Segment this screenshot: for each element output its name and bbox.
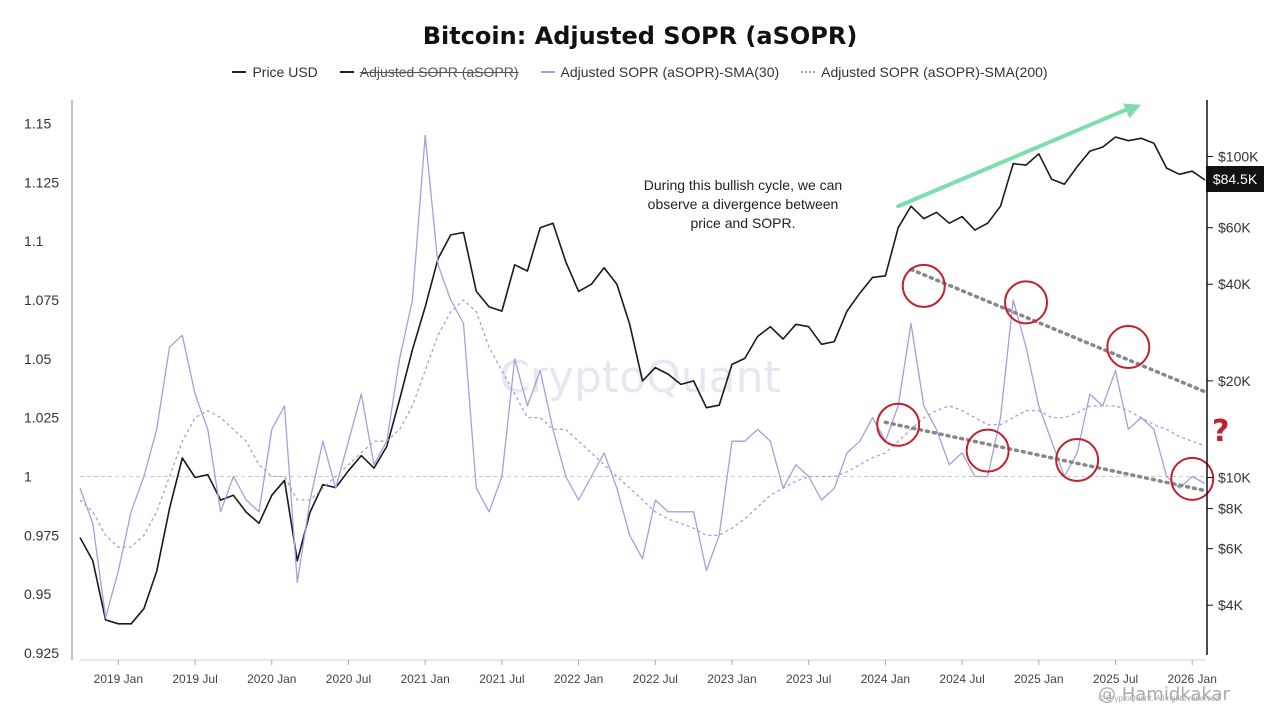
lower-divergence-line <box>883 420 1207 493</box>
question-mark: ? <box>1212 414 1230 449</box>
current-price-badge: $84.5K <box>1206 166 1264 192</box>
legend-item-asopr[interactable]: Adjusted SOPR (aSOPR) <box>339 64 519 80</box>
x-tick-label: 2025 Jan <box>1014 672 1063 686</box>
watermark-text: CryptoQuant <box>499 352 781 403</box>
x-tick-label: 2021 Jul <box>479 672 524 686</box>
highlight-circle <box>1004 280 1049 325</box>
x-tick-label: 2023 Jul <box>786 672 831 686</box>
y-right-tick-label: $8K <box>1218 501 1244 517</box>
x-tick-label: 2020 Jul <box>326 672 371 686</box>
series-layer <box>79 134 1206 625</box>
annotation-line-2: observe a divergence between <box>647 196 839 212</box>
y-right-tick-label: $40K <box>1218 276 1251 292</box>
trend-arrow-shaft <box>896 104 1136 209</box>
x-tick-label: 2022 Jan <box>554 672 603 686</box>
y-right-tick-label: $10K <box>1218 469 1251 485</box>
y-left-tick-label: 0.925 <box>24 645 59 661</box>
y-left-tick-label: 1.15 <box>24 116 51 132</box>
y-left-tick-label: 1.075 <box>24 292 59 308</box>
series-line-sma200 <box>79 299 1206 548</box>
y-left-tick-label: 0.95 <box>24 586 51 602</box>
legend-item-price[interactable]: Price USD <box>232 64 318 80</box>
highlight-circle <box>1055 438 1100 482</box>
legend-label-asopr: Adjusted SOPR (aSOPR) <box>359 64 519 80</box>
legend-label-sma30: Adjusted SOPR (aSOPR)-SMA(30) <box>560 64 780 80</box>
y-left-tick-label: 1 <box>24 468 32 484</box>
x-tick-label: 2024 Jan <box>861 672 910 686</box>
chart-title: Bitcoin: Adjusted SOPR (aSOPR) <box>422 22 858 50</box>
annotation-line-1: During this bullish cycle, we can <box>643 177 843 193</box>
series-line-price <box>79 136 1206 625</box>
copyright-note: © CryptoQuant. All rights reserved <box>1098 694 1220 703</box>
y-right-tick-label: $20K <box>1218 373 1251 389</box>
y-left-tick-label: 1.05 <box>24 351 51 367</box>
highlight-circle <box>901 263 946 308</box>
highlight-circle <box>1106 325 1151 370</box>
y-right-tick-label: $4K <box>1218 597 1244 613</box>
x-tick-label: 2025 Jul <box>1093 672 1138 686</box>
legend-label-price: Price USD <box>252 64 318 80</box>
legend-swatch-sma200 <box>801 71 816 73</box>
divergence-annotation: During this bullish cycle, we can observ… <box>598 176 888 233</box>
axes-layer: 1.15 1.125 1.1 1.075 1.05 1.025 1 0.975 0.95 0.92… <box>24 100 1259 686</box>
highlight-circle <box>876 402 921 447</box>
legend-swatch-price <box>232 71 247 73</box>
y-right-tick-label: $100K <box>1218 149 1259 165</box>
series-line-sma30 <box>79 134 1206 619</box>
upper-divergence-line <box>909 267 1207 394</box>
y-left-tick-label: 1.025 <box>24 410 59 426</box>
x-tick-label: 2022 Jul <box>633 672 678 686</box>
trend-arrow-head <box>1123 103 1142 119</box>
y-left-tick-label: 1.1 <box>24 233 44 249</box>
x-tick-label: 2024 Jul <box>939 672 984 686</box>
legend-item-sma30[interactable]: Adjusted SOPR (aSOPR)-SMA(30) <box>540 64 780 80</box>
annotation-layer <box>876 103 1215 501</box>
author-credit: @ Hamidkakar <box>1098 684 1230 705</box>
legend-swatch-sma30 <box>540 71 555 73</box>
annotation-line-3: price and SOPR. <box>690 215 796 231</box>
legend-swatch-asopr <box>339 71 354 73</box>
y-right-tick-label: $6K <box>1218 541 1244 557</box>
x-tick-label: 2020 Jan <box>247 672 296 686</box>
legend-item-sma200[interactable]: Adjusted SOPR (aSOPR)-SMA(200) <box>801 64 1048 80</box>
x-tick-label: 2019 Jan <box>94 672 143 686</box>
x-tick-label: 2026 Jan <box>1168 672 1217 686</box>
x-tick-label: 2021 Jan <box>400 672 449 686</box>
watermark: CryptoQuant <box>499 352 781 403</box>
chart-legend: Price USD Adjusted SOPR (aSOPR) Adjusted… <box>0 64 1280 80</box>
legend-label-sma200: Adjusted SOPR (aSOPR)-SMA(200) <box>821 64 1048 80</box>
x-tick-label: 2019 Jul <box>172 672 217 686</box>
highlight-circle <box>965 428 1010 473</box>
highlight-circle <box>1170 456 1215 501</box>
y-left-tick-label: 1.125 <box>24 174 59 190</box>
x-tick-label: 2023 Jan <box>707 672 756 686</box>
y-right-tick-label: $60K <box>1218 220 1251 236</box>
y-left-tick-label: 0.975 <box>24 527 59 543</box>
